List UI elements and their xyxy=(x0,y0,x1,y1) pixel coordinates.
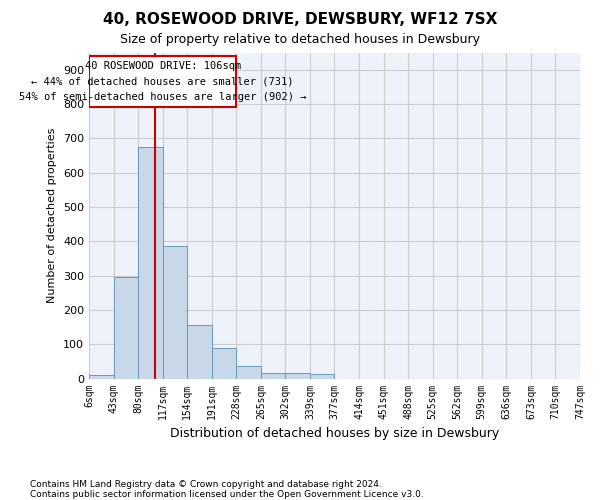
Bar xyxy=(89,375,113,378)
Bar xyxy=(236,366,261,378)
Text: 40, ROSEWOOD DRIVE, DEWSBURY, WF12 7SX: 40, ROSEWOOD DRIVE, DEWSBURY, WF12 7SX xyxy=(103,12,497,28)
Bar xyxy=(261,374,286,378)
X-axis label: Distribution of detached houses by size in Dewsbury: Distribution of detached houses by size … xyxy=(170,427,499,440)
Bar xyxy=(212,348,236,378)
Text: Contains HM Land Registry data © Crown copyright and database right 2024.: Contains HM Land Registry data © Crown c… xyxy=(30,480,382,489)
Text: Contains public sector information licensed under the Open Government Licence v3: Contains public sector information licen… xyxy=(30,490,424,499)
Bar xyxy=(113,278,138,378)
Text: Size of property relative to detached houses in Dewsbury: Size of property relative to detached ho… xyxy=(120,32,480,46)
Bar xyxy=(286,374,310,378)
FancyBboxPatch shape xyxy=(89,56,236,108)
Text: 40 ROSEWOOD DRIVE: 106sqm
← 44% of detached houses are smaller (731)
54% of semi: 40 ROSEWOOD DRIVE: 106sqm ← 44% of detac… xyxy=(19,61,307,102)
Bar xyxy=(310,374,335,378)
Y-axis label: Number of detached properties: Number of detached properties xyxy=(47,128,58,303)
Bar xyxy=(138,147,163,378)
Bar xyxy=(187,326,212,378)
Bar xyxy=(163,246,187,378)
